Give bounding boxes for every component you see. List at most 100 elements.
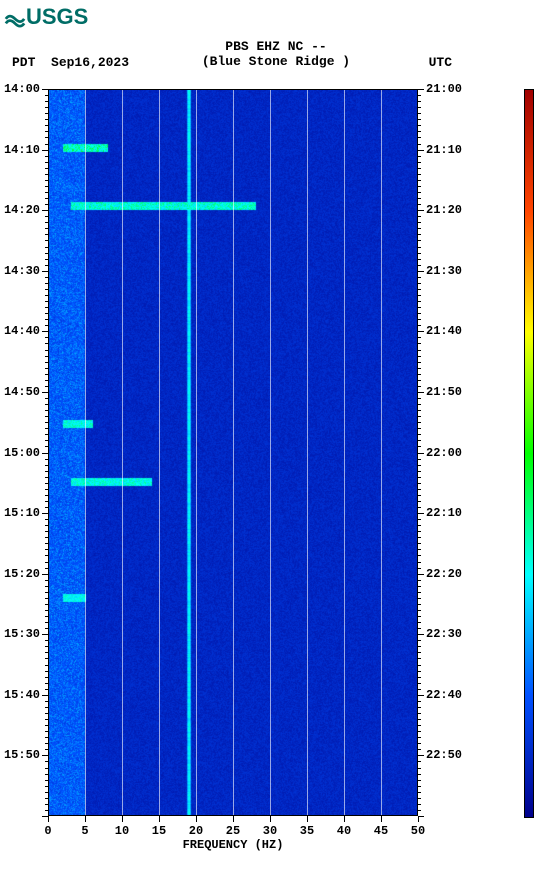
y-minor-tick — [418, 580, 421, 581]
y-minor-tick — [418, 646, 421, 647]
y-minor-tick — [418, 810, 421, 811]
x-tick-mark — [122, 816, 123, 822]
x-tick-mark — [196, 816, 197, 822]
y-minor-tick — [418, 616, 421, 617]
y-tick-mark — [418, 89, 424, 90]
y-minor-tick — [418, 192, 421, 193]
spectrogram-canvas — [48, 89, 418, 816]
y-minor-tick — [418, 507, 421, 508]
y-minor-tick — [418, 398, 421, 399]
y-minor-tick — [418, 652, 421, 653]
y-minor-tick — [418, 713, 421, 714]
y-minor-tick — [418, 301, 421, 302]
y-tick-mark — [418, 755, 424, 756]
y-tick-label: 14:50 — [4, 385, 40, 399]
x-tick-mark — [418, 816, 419, 822]
x-tick-mark — [344, 816, 345, 822]
y-minor-tick — [418, 640, 421, 641]
y-minor-tick — [418, 222, 421, 223]
y-tick-mark — [418, 210, 424, 211]
y-minor-tick — [418, 537, 421, 538]
y-tick-mark — [418, 271, 424, 272]
y-minor-tick — [418, 586, 421, 587]
y-minor-tick — [418, 343, 421, 344]
spectrogram-plot — [48, 89, 418, 816]
y-minor-tick — [418, 144, 421, 145]
y-minor-tick — [418, 362, 421, 363]
y-minor-tick — [418, 543, 421, 544]
y-axis-right: 21:0021:1021:2021:3021:4021:5022:0022:10… — [418, 89, 478, 816]
y-minor-tick — [418, 162, 421, 163]
y-minor-tick — [418, 380, 421, 381]
x-tick-label: 30 — [263, 824, 277, 838]
y-minor-tick — [418, 495, 421, 496]
y-tick-label: 14:40 — [4, 324, 40, 338]
x-tick-mark — [381, 816, 382, 822]
x-axis-title: FREQUENCY (HZ) — [183, 838, 284, 852]
y-tick-mark — [418, 574, 424, 575]
y-minor-tick — [418, 186, 421, 187]
y-minor-tick — [418, 598, 421, 599]
y-tick-mark — [418, 634, 424, 635]
y-tick-label: 22:40 — [426, 688, 462, 702]
y-minor-tick — [418, 465, 421, 466]
y-minor-tick — [418, 604, 421, 605]
y-minor-tick — [418, 156, 421, 157]
y-minor-tick — [418, 671, 421, 672]
y-tick-mark — [418, 695, 424, 696]
spectrogram-canvas-wrap — [48, 89, 418, 816]
y-minor-tick — [418, 477, 421, 478]
y-minor-tick — [418, 240, 421, 241]
y-minor-tick — [418, 780, 421, 781]
y-minor-tick — [418, 501, 421, 502]
y-minor-tick — [418, 731, 421, 732]
y-tick-label: 22:20 — [426, 567, 462, 581]
y-minor-tick — [418, 719, 421, 720]
x-tick-label: 45 — [374, 824, 388, 838]
y-axis-left: 14:0014:1014:2014:3014:4014:5015:0015:10… — [0, 89, 48, 816]
left-timezone-date: PDT Sep16,2023 — [12, 55, 129, 70]
y-minor-tick — [418, 689, 421, 690]
y-minor-tick — [418, 774, 421, 775]
y-minor-tick — [418, 253, 421, 254]
x-tick-label: 50 — [411, 824, 425, 838]
y-minor-tick — [418, 204, 421, 205]
y-tick-label: 15:50 — [4, 748, 40, 762]
y-tick-label: 15:40 — [4, 688, 40, 702]
station-code: PBS EHZ NC -- — [0, 40, 552, 55]
y-minor-tick — [418, 313, 421, 314]
y-minor-tick — [418, 804, 421, 805]
usgs-wave-icon — [4, 6, 26, 28]
y-minor-tick — [418, 289, 421, 290]
y-minor-tick — [418, 658, 421, 659]
header-date: Sep16,2023 — [51, 55, 129, 70]
y-minor-tick — [418, 743, 421, 744]
y-minor-tick — [418, 283, 421, 284]
y-tick-mark — [418, 513, 424, 514]
y-minor-tick — [418, 119, 421, 120]
y-minor-tick — [418, 701, 421, 702]
y-minor-tick — [418, 356, 421, 357]
y-minor-tick — [418, 277, 421, 278]
x-tick-label: 10 — [115, 824, 129, 838]
x-tick-mark — [159, 816, 160, 822]
y-minor-tick — [418, 295, 421, 296]
y-minor-tick — [418, 95, 421, 96]
y-minor-tick — [418, 101, 421, 102]
y-minor-tick — [418, 440, 421, 441]
x-tick-label: 5 — [81, 824, 88, 838]
y-tick-label: 14:30 — [4, 264, 40, 278]
x-tick-label: 0 — [44, 824, 51, 838]
y-minor-tick — [418, 422, 421, 423]
y-minor-tick — [418, 768, 421, 769]
y-minor-tick — [418, 749, 421, 750]
y-tick-mark — [418, 453, 424, 454]
y-minor-tick — [418, 247, 421, 248]
y-minor-tick — [418, 350, 421, 351]
y-minor-tick — [418, 677, 421, 678]
y-minor-tick — [418, 683, 421, 684]
y-minor-tick — [418, 168, 421, 169]
y-minor-tick — [418, 325, 421, 326]
y-minor-tick — [418, 107, 421, 108]
y-minor-tick — [418, 519, 421, 520]
